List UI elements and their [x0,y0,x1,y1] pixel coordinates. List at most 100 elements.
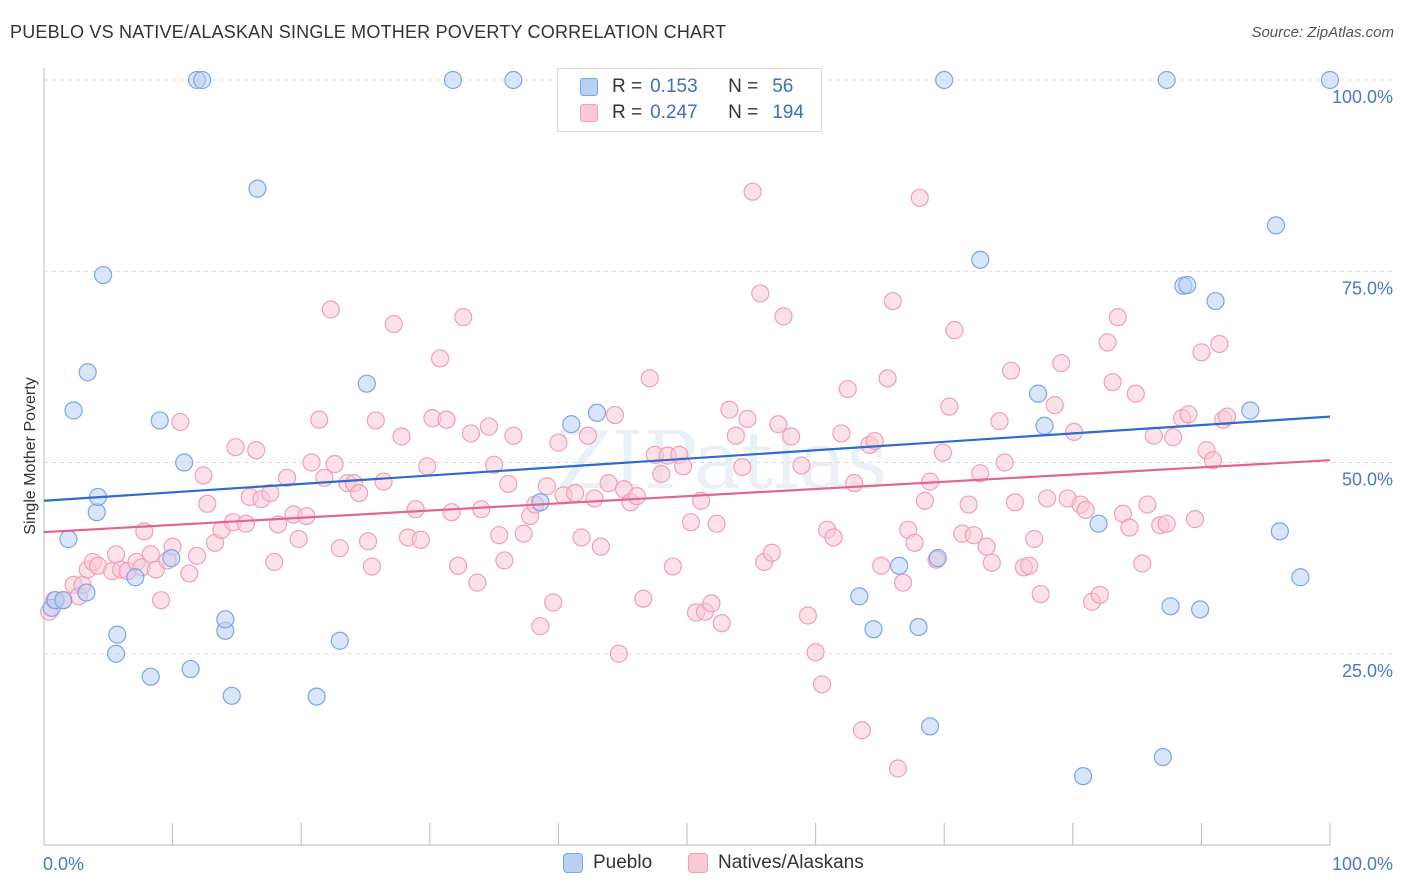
pueblo-point [587,403,607,422]
natives-point [702,594,721,613]
natives-point [366,411,385,430]
pueblo-point [248,179,267,198]
natives-point [289,529,308,549]
pueblo-point [94,265,113,285]
natives-r-value: 0.247 [650,102,698,123]
pueblo-point [909,617,928,637]
pueblo-legend-swatch [563,853,583,873]
natives-point [106,545,126,564]
x-tick-label-max: 100.0% [1332,854,1393,874]
natives-point [265,552,284,572]
legend-item-natives[interactable]: Natives/Alaskans [688,852,864,874]
n-label: N = [728,76,759,97]
natives-point [940,397,959,416]
natives-point [652,464,671,484]
pueblo-point [443,70,463,90]
x-ticks [43,823,1331,845]
pueblo-point [181,659,200,679]
series-legend: Pueblo Natives/Alaskans [0,852,1406,878]
natives-point [349,484,369,503]
natives-point [599,474,618,493]
natives-point [1203,451,1223,470]
pueblo-point [54,591,73,610]
y-tick-label: 100.0% [1332,87,1393,107]
pueblo-point [126,568,145,587]
natives-point [774,307,793,326]
trend-lines [43,415,1331,534]
natives-point [743,182,762,201]
natives-point [707,514,726,533]
natives-point [406,500,425,519]
pueblo-point [1028,384,1048,403]
natives-point [852,721,871,740]
pueblo-point [1161,597,1180,616]
pueblo-point [1320,70,1340,90]
natives-point [411,530,430,549]
natives-swatch [580,104,598,122]
pueblo-point [1089,514,1108,533]
natives-point [971,464,990,483]
pueblo-point [935,70,954,90]
natives-point [437,410,456,429]
natives-point [720,400,739,419]
natives-point [738,409,757,428]
natives-point [933,443,953,462]
pueblo-point [1191,600,1210,619]
pueblo-legend-label: Pueblo [593,852,653,873]
pueblo-point [150,411,169,430]
natives-point [762,543,781,562]
natives-point [236,514,256,533]
pueblo-point [106,644,126,663]
natives-point [888,759,908,778]
natives-point [1120,518,1139,537]
natives-point [468,573,487,592]
natives-point [1126,384,1145,403]
natives-point [915,491,935,510]
natives-point [442,503,461,522]
pueblo-point [78,363,97,382]
natives-point [893,573,913,592]
natives-point [247,441,266,460]
legend-item-pueblo[interactable]: Pueblo [563,852,652,874]
natives-point [798,606,817,625]
natives-point [782,427,801,446]
natives-trend-line [43,459,1331,534]
stats-legend: R = 0.153 N = 56 R = 0.247 N = 194 [557,68,822,132]
natives-point [792,456,811,475]
legend-row-pueblo: R = 0.153 N = 56 [580,75,793,99]
natives-point [374,472,393,491]
natives-legend-swatch [688,853,708,873]
pueblo-point [562,415,581,434]
natives-point [945,321,964,340]
natives-point [261,484,280,503]
pueblo-point [330,631,349,650]
natives-point [733,457,752,477]
natives-point [640,369,659,388]
natives-point [824,528,843,547]
natives-point [537,477,556,496]
natives-point [977,537,996,556]
natives-point [1090,585,1109,604]
natives-point [151,591,171,610]
pueblo-r-value: 0.153 [650,76,698,97]
natives-point [490,526,509,545]
natives-point [302,453,321,472]
natives-point [499,474,518,494]
natives-point [358,532,378,551]
natives-point [392,427,411,446]
natives-point [674,457,693,476]
natives-point [883,291,902,311]
natives-point [141,545,160,564]
natives-point [454,308,473,327]
natives-point [226,438,245,457]
pueblo-point [971,250,990,269]
legend-row-natives: R = 0.247 N = 194 [580,101,804,125]
pueblo-trend-line [43,415,1331,502]
gridlines [44,79,1392,655]
natives-point [330,539,349,558]
natives-point [832,424,851,443]
natives-points [40,182,1237,778]
natives-point [531,617,550,636]
natives-point [627,487,646,506]
y-tick-labels: 25.0% 50.0% 75.0% 100.0% [1332,87,1393,681]
